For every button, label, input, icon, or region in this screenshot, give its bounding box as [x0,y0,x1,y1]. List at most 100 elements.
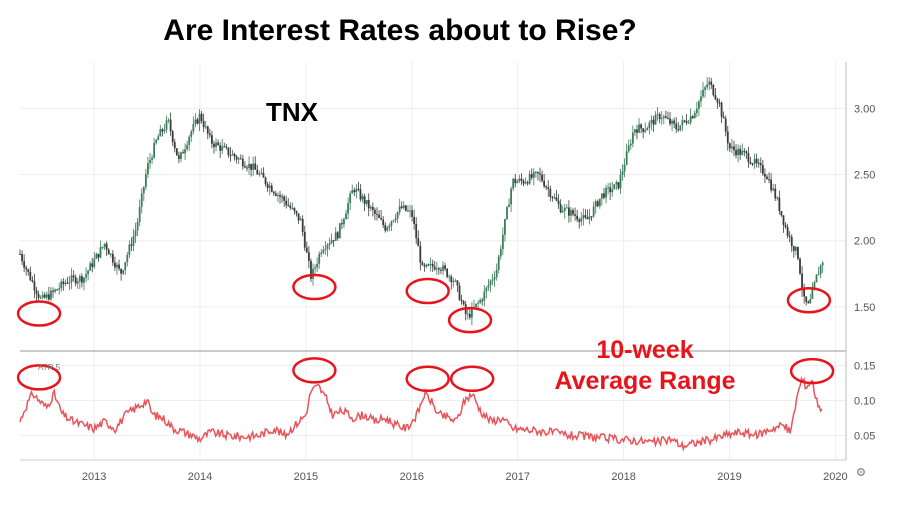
candle-body [803,289,806,297]
candle-body [588,216,591,220]
candle-body [235,156,238,160]
candle-body [95,253,98,259]
candle-body [662,116,665,119]
candle-body [590,216,593,218]
candle-body [683,120,686,122]
candle-body [268,185,271,188]
candle-body [819,265,822,275]
candle-body [192,123,195,132]
candle-body [303,232,306,248]
price-y-tick-label: 2.50 [854,170,875,182]
candle-body [776,197,779,199]
candle-body [491,279,494,281]
candle-body [219,145,222,151]
candle-body [142,186,145,194]
candle-body [128,244,131,255]
candle-body [72,275,75,278]
candle-body [78,276,81,282]
candle-body [702,89,704,97]
candle-body [737,148,739,156]
gear-icon[interactable] [857,468,865,476]
candle-body [241,158,244,167]
candle-body [260,172,263,174]
candle-body [262,172,265,178]
candle-body [229,154,232,156]
candle-body [442,265,444,271]
candle-body [23,261,26,268]
candle-body [516,181,519,184]
candle-body [188,136,191,145]
candle-body [718,102,721,104]
candle-body [774,188,777,199]
candle-body [728,143,731,149]
candle-body [227,147,230,155]
candle-body [299,218,302,221]
candle-body [147,163,149,175]
candle-body [555,197,558,201]
atr-spike-circle [292,357,337,384]
candle-body [652,119,655,125]
annotation-line-1: 10-week [596,336,693,364]
candle-body [446,268,449,277]
candle-body [400,206,403,208]
candle-body [363,196,366,204]
candle-body [97,253,100,258]
candle-body [301,218,304,233]
candle-body [817,274,820,276]
candle-body [29,271,32,281]
candle-body [343,219,345,225]
candle-body [39,297,42,299]
candle-body [689,116,692,123]
candle-body [598,198,601,207]
candle-body [466,313,469,315]
candle-body [37,294,40,298]
candle-body [625,151,628,165]
candle-body [182,152,184,154]
candle-body [794,247,797,251]
candle-body [704,87,706,90]
atr-y-tick-label: 0.10 [854,396,875,408]
candle-body [417,238,420,247]
candle-body [173,142,176,149]
candle-body [427,264,430,266]
candle-body [105,243,108,250]
candle-body [553,197,556,199]
candle-body [751,163,754,165]
candle-body [601,193,603,199]
x-tick-label: 2019 [717,471,741,483]
candle-body [266,183,269,188]
candle-body [322,249,325,253]
candle-body [530,174,533,178]
price-low-circle [786,287,832,314]
candle-body [807,301,810,304]
candle-body [506,207,508,220]
atr-spike-circle [449,365,495,393]
candle-body [768,179,770,181]
candle-body [332,240,335,242]
candle-body [596,201,599,207]
axes: 2013 2014 2015 2016 2017 2018 2019 2020 1.50 2.00… [20,62,875,483]
candle-body [221,146,224,151]
candle-body [367,199,370,209]
candle-body [347,203,349,214]
candle-body [526,182,529,184]
candle-body [378,214,380,218]
candle-body [50,290,52,300]
candle-body [772,188,775,191]
candle-body [297,213,300,221]
candle-body [733,146,735,151]
candle-body [341,223,343,225]
candle-body [208,133,211,136]
candle-body [660,118,663,120]
candle-body [687,122,690,124]
candle-body [231,154,234,156]
candle-body [91,263,94,267]
candle-body [138,206,141,222]
candle-body [277,195,279,197]
candle-body [254,163,257,170]
candle-body [120,268,123,274]
candle-body [520,178,523,181]
candle-body [646,127,649,131]
candle-body [423,265,426,267]
candle-body [745,151,748,154]
